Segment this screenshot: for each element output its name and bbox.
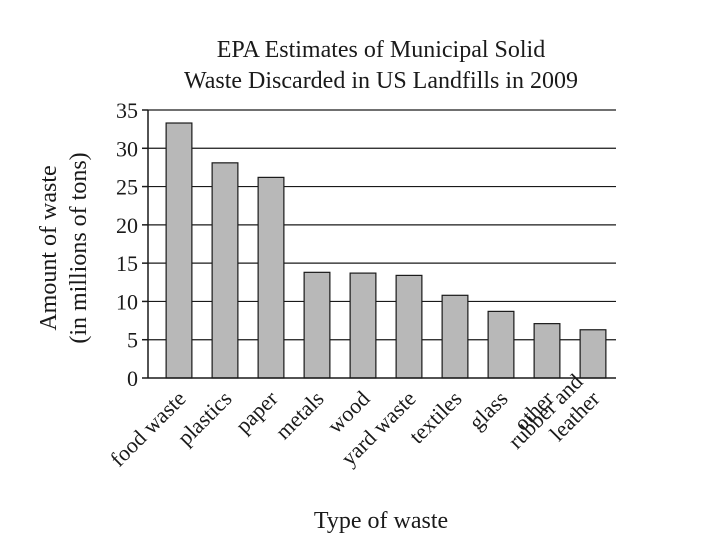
y-tick-label: 30 — [116, 136, 138, 161]
x-tick-label: glass — [464, 386, 513, 435]
x-tick-label-line: metals — [270, 386, 328, 444]
bar — [303, 271, 331, 379]
y-axis-label: Amount of waste (in millions of tons) — [36, 152, 92, 343]
axes — [142, 109, 616, 379]
y-tick-label: 5 — [127, 328, 138, 353]
x-tick-label-line: glass — [464, 386, 513, 435]
bar — [211, 162, 239, 379]
x-tick-label: textiles — [404, 386, 467, 449]
y-tick-label: 0 — [127, 366, 138, 391]
y-tick-label: 10 — [116, 289, 138, 314]
y-tick-label: 15 — [116, 251, 138, 276]
chart-title-line: Waste Discarded in US Landfills in 2009 — [184, 68, 578, 94]
bar — [579, 329, 607, 379]
y-tick-label: 20 — [116, 213, 138, 238]
x-axis-label-text: Type of waste — [314, 508, 448, 534]
bar — [349, 272, 377, 379]
y-axis-label-line: Amount of waste — [36, 165, 62, 330]
y-tick-label: 25 — [116, 175, 138, 200]
bar — [395, 274, 423, 379]
bar — [487, 310, 515, 379]
x-tick-label: metals — [270, 386, 328, 444]
bar — [257, 176, 285, 379]
bar — [165, 122, 193, 379]
y-tick-labels: 0 5 10 15 20 25 30 35 — [116, 98, 138, 391]
bar — [441, 294, 469, 379]
chart-title-line: EPA Estimates of Municipal Solid — [217, 37, 545, 63]
y-axis-label-line: (in millions of tons) — [66, 152, 92, 343]
bars — [165, 122, 607, 379]
chart-title: EPA Estimates of Municipal Solid Waste Di… — [184, 37, 578, 94]
y-tick-label: 35 — [116, 98, 138, 123]
bar — [533, 323, 561, 379]
x-axis-label: Type of waste — [314, 508, 448, 534]
x-tick-label-line: textiles — [404, 386, 467, 449]
